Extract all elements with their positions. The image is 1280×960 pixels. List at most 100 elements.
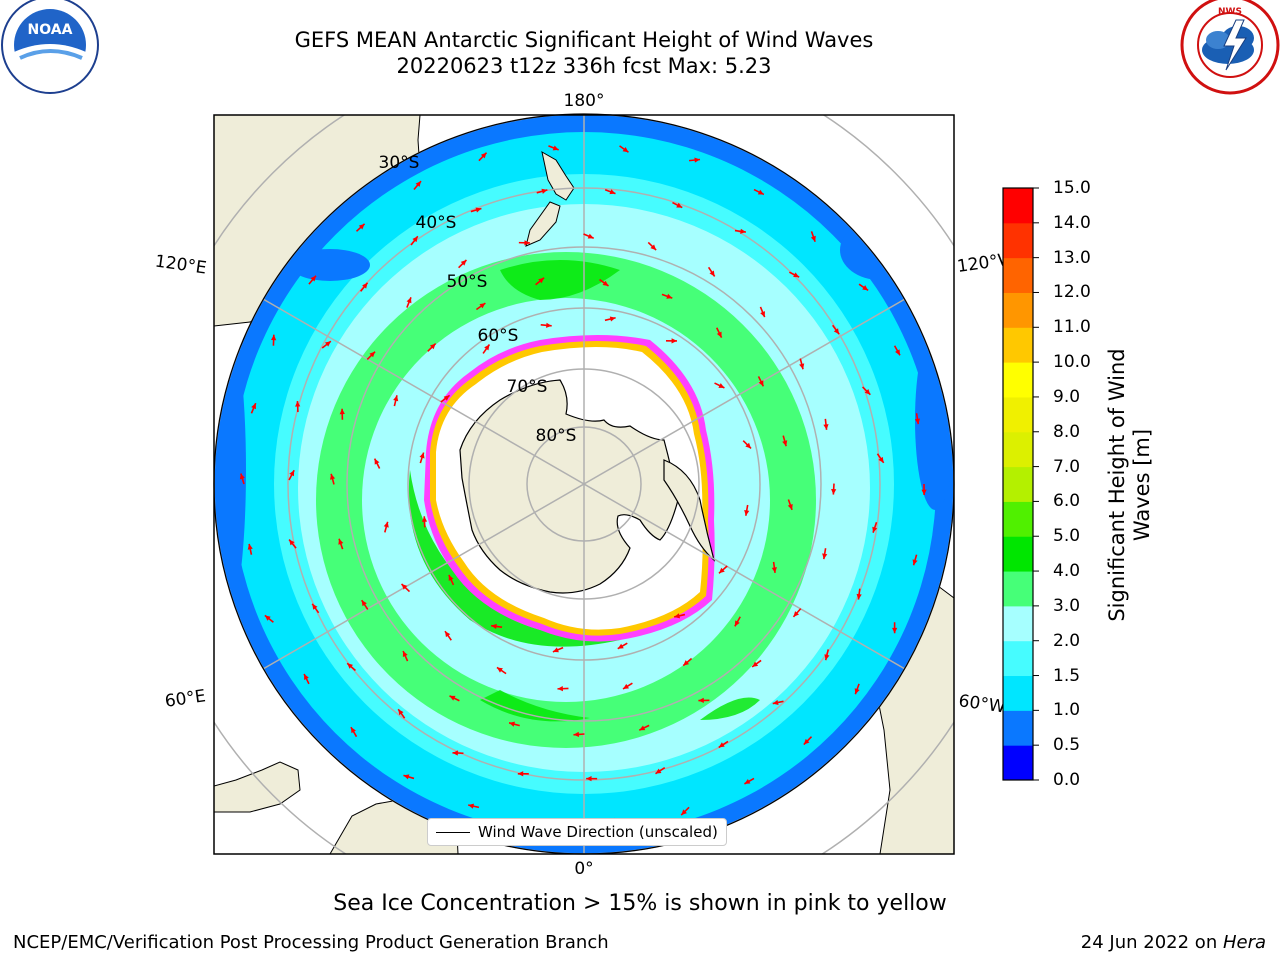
wave-arrow-head [412, 236, 418, 243]
wave-arrow-head [617, 643, 624, 649]
colorbar-tick-label: 9.0 [1053, 386, 1081, 407]
wave-arrow-head [406, 297, 412, 304]
wave-arrow-head [449, 695, 456, 701]
colorbar-swatch [1003, 327, 1033, 363]
wave-arrow-head [921, 489, 927, 495]
colorbar-tick-label: 11.0 [1053, 317, 1091, 338]
wave-arrow-head [824, 654, 830, 661]
colorbar-tick-label: 12.0 [1053, 282, 1091, 303]
colorbar-swatch [1003, 536, 1033, 572]
wave-arrow-head [622, 147, 629, 153]
colorbar-tick-label: 0.0 [1053, 770, 1081, 790]
wave-arrow-head [694, 157, 701, 163]
wind-wave-arrows [239, 145, 927, 824]
nws-logo-icon: NWS [1180, 0, 1280, 95]
wave-arrow-head [671, 338, 677, 344]
wave-arrow-head [895, 349, 900, 356]
wave-arrow-head [718, 383, 725, 388]
wave-arrow-head [718, 567, 725, 574]
wave-arrow-head [793, 272, 800, 278]
wave-arrow-head [304, 673, 309, 680]
wave-arrow-head [586, 776, 592, 782]
wave-arrow-head [350, 727, 356, 734]
wave-arrow-head [856, 593, 862, 600]
wave-arrow-head [557, 686, 563, 692]
colorbar-swatch [1003, 257, 1033, 293]
lat-label-70s: 70°S [507, 377, 548, 397]
lat-label-60s: 60°S [478, 326, 519, 346]
colorbar-swatch [1003, 188, 1033, 224]
wave-arrow-head [452, 750, 458, 756]
wave-arrow-head [475, 207, 482, 213]
wave-arrow-head [872, 526, 878, 533]
wave-arrow-head [650, 244, 657, 251]
wave-arrow-head [745, 442, 752, 449]
antarctica-land [459, 379, 679, 594]
wave-arrow-head [480, 152, 487, 159]
map-frame [213, 114, 955, 855]
wave-arrow-head [823, 424, 829, 430]
wave-arrow-head [468, 803, 475, 809]
noaa-logo-icon: NOAA [1, 0, 99, 94]
colorbar-tick-label: 2.0 [1053, 630, 1081, 651]
colorbar-swatch [1003, 501, 1033, 537]
colorbar-tick-label: 0.5 [1053, 735, 1081, 756]
wave-arrow-head [810, 235, 816, 242]
colorbar-swatch [1003, 292, 1033, 328]
footer-date: 24 Jun 2022 on Hera [1080, 932, 1266, 953]
wave-arrow-head [666, 293, 673, 299]
wave-arrow-head [312, 603, 318, 610]
wave-arrow-head [602, 280, 609, 286]
colorbar-tick-label: 13.0 [1053, 247, 1091, 268]
wave-arrow-head [509, 721, 515, 727]
colorbar-swatch [1003, 640, 1033, 677]
wave-arrow-head [361, 600, 367, 607]
wave-arrow-head [324, 341, 331, 347]
wave-arrow-head [676, 202, 683, 208]
wave-arrow-head [698, 697, 704, 704]
wave-arrow-head [864, 389, 871, 395]
wave-arrow-head [491, 623, 497, 629]
colorbar-tick-label: 1.0 [1053, 700, 1081, 721]
wave-arrow-head [401, 583, 408, 590]
wave-arrow-head [251, 403, 257, 410]
wave-arrow-head [484, 344, 490, 351]
wave-arrow-head [833, 328, 840, 335]
legend-label: Wind Wave Direction (unscaled) [478, 823, 718, 841]
wave-arrow-head [524, 240, 530, 246]
colorbar-tick-label: 6.0 [1053, 491, 1081, 512]
wave-arrow-head [247, 543, 253, 550]
wave-arrow-head [734, 620, 740, 627]
colorbar-swatch [1003, 362, 1033, 398]
wave-arrow-head [862, 285, 869, 291]
wave-arrow-head [552, 647, 559, 653]
footer-branch: NCEP/EMC/Verification Post Processing Pr… [13, 932, 609, 953]
colorbar-swatch [1003, 745, 1033, 781]
wave-arrow-head [772, 699, 779, 706]
sea-ice-caption: Sea Ice Concentration > 15% is shown in … [333, 891, 947, 916]
wave-arrow-head [369, 351, 376, 358]
wave-arrow-head [347, 663, 353, 669]
wave-arrow-head [496, 667, 503, 673]
colorbar-tick-label: 5.0 [1053, 526, 1081, 547]
wave-arrow-head [752, 661, 759, 667]
chart-subtitle: 20220623 t12z 336h fcst Max: 5.23 [396, 54, 772, 78]
wave-arrow-head [771, 567, 777, 573]
wave-arrow-head [421, 516, 428, 522]
wave-arrow-head [914, 418, 921, 425]
wave-arrow-head [718, 742, 725, 748]
wave-arrow-head [445, 631, 451, 638]
colorbar-tick-label: 1.5 [1053, 665, 1081, 686]
lat-label-30s: 30°S [379, 153, 420, 173]
wave-arrow-head [330, 473, 336, 480]
wave-arrow-head [541, 188, 548, 194]
wave-arrow-head [552, 145, 559, 151]
wave-arrow-head [854, 688, 860, 695]
wave-arrow-head [587, 233, 594, 239]
wave-arrow-head [398, 709, 404, 716]
graticule [214, 115, 954, 854]
lon-label-60w: 60°W [957, 691, 1006, 717]
wave-arrow-head [339, 408, 345, 415]
wave-arrow-head [799, 363, 805, 370]
